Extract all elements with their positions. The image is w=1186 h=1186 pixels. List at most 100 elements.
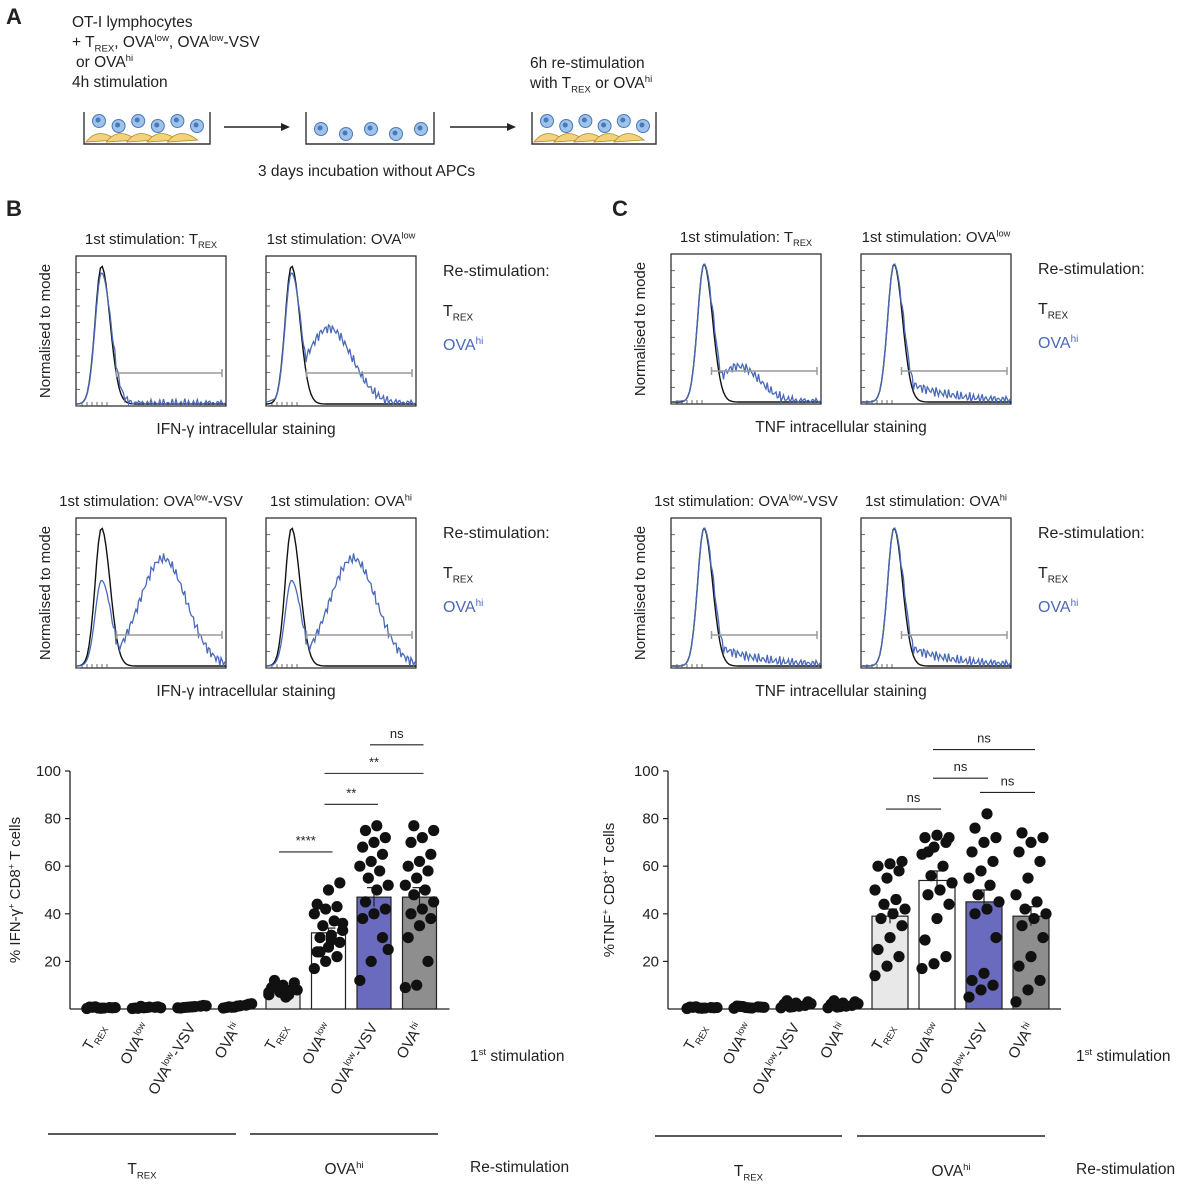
category-label: OVAlow-VSV [748,1020,803,1098]
data-point [416,903,428,915]
legend-trex: TREX [443,303,474,323]
data-point [931,829,943,841]
data-point [896,855,908,868]
histogram-title: 1st stimulation: TREX [85,231,217,250]
t-cell-nucleus [620,117,626,123]
data-point [1022,872,1034,884]
data-point [331,901,343,913]
data-point [271,981,283,994]
data-point [89,1001,101,1013]
significance-label: **** [296,833,316,848]
significance-label: ns [390,726,404,741]
histogram [860,517,1012,669]
histogram-xlabel: TNF intracellular staining [755,419,926,436]
data-point [382,943,394,956]
data-point [405,836,417,849]
data-point [1013,960,1025,972]
restim-group-label: OVAhi [324,1160,363,1178]
y-tick-label: 100 [36,763,61,780]
histogram-ylabel: Normalised to mode [632,262,649,396]
data-point [374,865,386,877]
data-point [402,860,414,872]
data-point [180,1001,192,1013]
t-cell-nucleus [342,130,348,136]
data-point [155,1002,167,1014]
legend-trex: TREX [443,565,474,585]
y-tick-label: 60 [44,858,61,875]
data-point [416,832,428,844]
data-point [1019,903,1031,915]
data-point [1025,951,1037,963]
data-point [916,962,928,975]
data-point [362,872,374,884]
dish-restimulation [531,112,657,145]
data-point [376,932,389,944]
data-point [940,951,952,963]
data-point [893,865,905,877]
category-label: OVAlow [116,1020,154,1068]
legend-ovahi: OVAhi [443,598,483,616]
y-tick-label: 20 [44,953,61,970]
y-tick-label: 80 [44,811,61,828]
data-point [413,855,426,868]
data-point [408,889,420,901]
bar-ylabel: %TNF+ CD8+ T cells [600,823,618,958]
data-point [963,991,975,1003]
data-point [1040,908,1052,920]
data-point [200,1000,212,1012]
t-cell-nucleus [639,122,645,128]
arrow-1 [224,123,290,131]
data-point [928,958,940,970]
data-point [699,1002,711,1014]
t-cell-nucleus [154,122,160,128]
histogram-xlabel: IFN-γ intracellular staining [156,683,335,700]
data-point [975,865,987,877]
data-point [419,884,431,896]
panel-a-step1-line: 4h stimulation [72,74,168,91]
t-cell-nucleus [173,117,179,123]
data-point [311,898,323,910]
data-point [411,872,423,884]
ovahi-curve [76,553,227,668]
data-point [784,1001,796,1013]
restim-legend-title: Re-stimulation: [443,263,550,280]
legend-ovahi: OVAhi [1038,598,1078,616]
category-label: OVAhi [816,1020,850,1062]
ovahi-curve [671,527,822,669]
data-point [328,915,340,927]
data-point [1031,896,1043,908]
data-point [966,974,978,987]
dish-outline [83,112,211,145]
data-point [379,832,391,844]
data-point [987,855,999,868]
data-point [109,1001,121,1014]
data-point [890,893,902,906]
trex-curve [861,263,1011,403]
panel-label: C [612,196,628,221]
t-cell-nucleus [417,125,423,131]
data-point [931,912,943,925]
data-point [334,877,346,889]
data-point [331,951,343,963]
data-point [922,846,934,858]
data-point [919,934,931,946]
data-point [411,979,423,991]
histogram-xlabel: TNF intracellular staining [755,683,926,700]
bar-ylabel: % IFN-γ+ CD8+ T cells [6,817,24,963]
data-point [368,836,380,849]
t-cell-nucleus [193,122,199,128]
histogram-ylabel: Normalised to mode [632,526,649,660]
ovahi-curve [861,527,1012,669]
t-cell-nucleus [562,122,568,128]
data-point [314,946,326,958]
histogram-frame [670,253,822,405]
panel-label: B [6,196,22,221]
data-point [359,824,372,837]
y-tick-label: 60 [642,858,659,875]
t-cell-nucleus [392,130,398,136]
category-label: TREX [869,1021,900,1055]
data-point [1010,889,1022,901]
data-point [320,955,332,968]
